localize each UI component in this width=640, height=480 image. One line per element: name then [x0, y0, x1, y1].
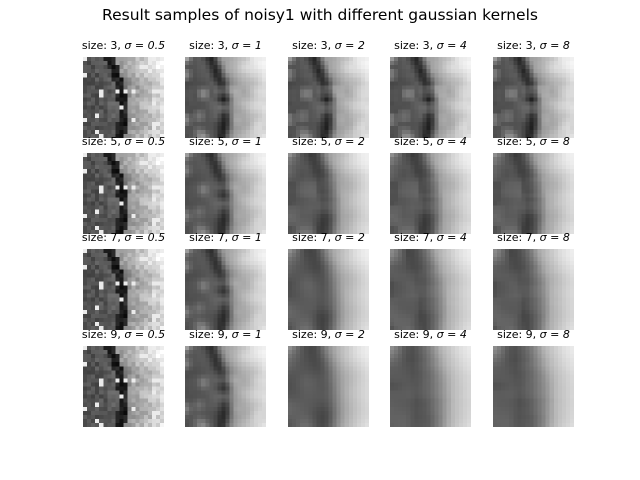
- panel-label: size: 3, σ = 1: [166, 39, 286, 52]
- panel-label: size: 9, σ = 1: [166, 328, 286, 341]
- panel-sigma-text: σ = 2: [334, 328, 365, 341]
- panel-size-text: size: 5,: [189, 135, 232, 148]
- panel-size-text: size: 5,: [497, 135, 540, 148]
- panel-label: size: 5, σ = 4: [371, 135, 491, 148]
- panel-size-text: size: 9,: [292, 328, 335, 341]
- panel-label: size: 3, σ = 8: [474, 39, 594, 52]
- panel-size-text: size: 7,: [394, 231, 437, 244]
- filtered-image: [288, 249, 369, 330]
- filtered-image: [493, 346, 574, 427]
- panel-size-text: size: 9,: [394, 328, 437, 341]
- filtered-image: [185, 346, 266, 427]
- panel-sigma-text: σ = 1: [231, 135, 262, 148]
- panel-label: size: 5, σ = 1: [166, 135, 286, 148]
- panel-size-text: size: 3,: [497, 39, 540, 52]
- panel-sigma-text: σ = 2: [334, 135, 365, 148]
- panel-sigma-text: σ = 2: [334, 231, 365, 244]
- panel-size-text: size: 9,: [81, 328, 125, 341]
- panel-sigma-text: σ = 0.5: [124, 39, 166, 52]
- panel-label: size: 3, σ = 4: [371, 39, 491, 52]
- panel-sigma-text: σ = 8: [539, 231, 570, 244]
- filtered-image: [83, 57, 164, 138]
- panel-size-text: size: 9,: [189, 328, 232, 341]
- filtered-image: [493, 57, 574, 138]
- filtered-image: [390, 153, 471, 234]
- panel-size-text: size: 3,: [394, 39, 437, 52]
- panel-size-text: size: 7,: [81, 231, 125, 244]
- panel-sigma-text: σ = 4: [436, 135, 467, 148]
- panel-label: size: 7, σ = 4: [371, 231, 491, 244]
- panel-sigma-text: σ = 1: [231, 328, 262, 341]
- panel-sigma-text: σ = 1: [231, 39, 262, 52]
- panel-sigma-text: σ = 8: [539, 328, 570, 341]
- panel-size-text: size: 5,: [292, 135, 335, 148]
- filtered-image: [288, 153, 369, 234]
- panel-label: size: 9, σ = 4: [371, 328, 491, 341]
- panel-label: size: 3, σ = 0.5: [64, 39, 184, 52]
- panel-label: size: 5, σ = 2: [269, 135, 389, 148]
- panel-label: size: 3, σ = 2: [269, 39, 389, 52]
- panel-sigma-text: σ = 2: [334, 39, 365, 52]
- filtered-image: [83, 153, 164, 234]
- filtered-image: [288, 346, 369, 427]
- panel-label: size: 7, σ = 0.5: [64, 231, 184, 244]
- panel-size-text: size: 7,: [189, 231, 232, 244]
- panel-sigma-text: σ = 8: [539, 135, 570, 148]
- panel-label: size: 7, σ = 2: [269, 231, 389, 244]
- filtered-image: [185, 57, 266, 138]
- panel-label: size: 9, σ = 8: [474, 328, 594, 341]
- filtered-image: [185, 249, 266, 330]
- panel-sigma-text: σ = 0.5: [124, 328, 166, 341]
- panel-size-text: size: 5,: [394, 135, 437, 148]
- panel-size-text: size: 7,: [497, 231, 540, 244]
- panel-sigma-text: σ = 0.5: [124, 231, 166, 244]
- panel-sigma-text: σ = 4: [436, 328, 467, 341]
- panel-label: size: 9, σ = 2: [269, 328, 389, 341]
- filtered-image: [288, 57, 369, 138]
- panel-label: size: 7, σ = 8: [474, 231, 594, 244]
- panel-size-text: size: 3,: [81, 39, 125, 52]
- filtered-image: [83, 346, 164, 427]
- panel-sigma-text: σ = 1: [231, 231, 262, 244]
- filtered-image: [493, 249, 574, 330]
- filtered-image: [390, 249, 471, 330]
- filtered-image: [185, 153, 266, 234]
- panel-sigma-text: σ = 0.5: [124, 135, 166, 148]
- panel-sigma-text: σ = 8: [539, 39, 570, 52]
- panel-size-text: size: 3,: [292, 39, 335, 52]
- filtered-image: [390, 57, 471, 138]
- filtered-image: [83, 249, 164, 330]
- panel-size-text: size: 3,: [189, 39, 232, 52]
- filtered-image: [493, 153, 574, 234]
- panel-size-text: size: 5,: [81, 135, 125, 148]
- panel-label: size: 7, σ = 1: [166, 231, 286, 244]
- panel-sigma-text: σ = 4: [436, 231, 467, 244]
- panel-size-text: size: 7,: [292, 231, 335, 244]
- panel-label: size: 5, σ = 8: [474, 135, 594, 148]
- panel-label: size: 9, σ = 0.5: [64, 328, 184, 341]
- panel-label: size: 5, σ = 0.5: [64, 135, 184, 148]
- figure-title: Result samples of noisy1 with different …: [102, 6, 538, 24]
- panel-size-text: size: 9,: [497, 328, 540, 341]
- panel-sigma-text: σ = 4: [436, 39, 467, 52]
- filtered-image: [390, 346, 471, 427]
